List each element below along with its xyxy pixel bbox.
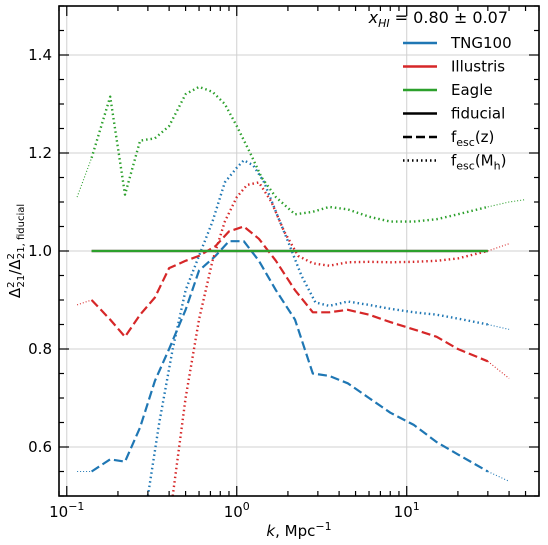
y-tick-label: 0.8 xyxy=(28,340,52,358)
legend-title: xHI = 0.80 ± 0.07 xyxy=(368,8,508,30)
series-line-illustris-f-esc-z- xyxy=(90,225,489,363)
legend-label: Eagle xyxy=(451,81,493,99)
y-tick-label: 1.2 xyxy=(28,144,52,162)
legend: xHI = 0.80 ± 0.07 TNG100 Illustris Eagle fi… xyxy=(368,8,512,173)
y-tick-label: 0.6 xyxy=(28,438,52,456)
legend-entry-3: fiducial xyxy=(403,105,505,123)
series-line-eagle-extrapolated xyxy=(487,199,526,208)
legend-entry-1: Illustris xyxy=(403,58,505,76)
x-axis-label: k, Mpc−1 xyxy=(266,520,331,540)
legend-entry-4: fesc(z) xyxy=(403,128,494,149)
series-line-tng100-f-esc-m-h- xyxy=(146,159,489,496)
legend-label: TNG100 xyxy=(450,34,512,52)
legend-entry-5: fesc(Mh) xyxy=(403,152,506,173)
x-tick-label: 10−1 xyxy=(49,500,84,521)
series-line-illustris-extrapolated xyxy=(76,299,92,306)
series-line-tng100-extrapolated xyxy=(487,323,510,330)
legend-entries: TNG100 Illustris Eagle fiducial fesc(z) fesc(… xyxy=(403,34,512,173)
series-line-tng100-extrapolated xyxy=(487,471,510,482)
x-tick-label: 100 xyxy=(224,500,250,521)
series-layer xyxy=(76,85,526,496)
x-tick-label: 101 xyxy=(394,500,420,521)
legend-entry-2: Eagle xyxy=(403,81,493,99)
series-line-illustris-extrapolated xyxy=(487,243,510,252)
legend-label: fiducial xyxy=(451,105,505,123)
y-tick-label: 1.0 xyxy=(28,242,52,260)
series-line-tng100-f-esc-z- xyxy=(90,240,489,473)
legend-label: Illustris xyxy=(451,58,505,76)
axis-ticks: 0.6 0.8 1.0 1.2 1.4 10−1 100 101 xyxy=(28,5,540,521)
legend-label: fesc(z) xyxy=(451,128,494,149)
y-tick-label: 1.4 xyxy=(28,46,52,64)
series-line-eagle-extrapolated xyxy=(76,157,93,198)
legend-label: fesc(Mh) xyxy=(451,152,506,173)
legend-entry-0: TNG100 xyxy=(403,34,512,52)
